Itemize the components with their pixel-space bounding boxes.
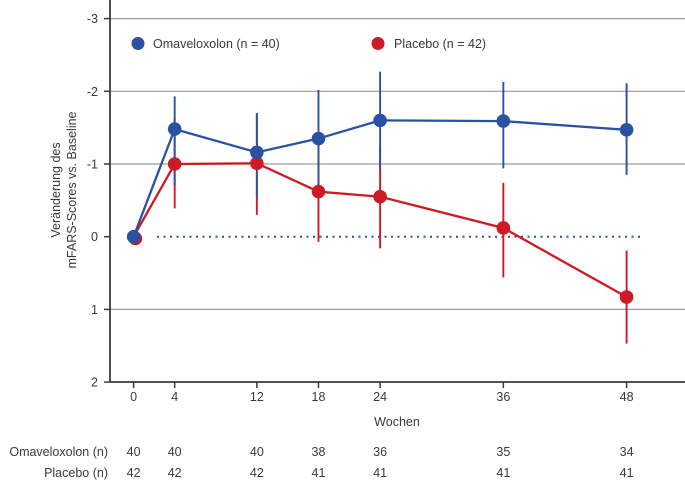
x-tick-label: 48	[620, 390, 634, 404]
y-tick-label: -3	[87, 12, 98, 26]
x-tick-label: 4	[171, 390, 178, 404]
table-values-layer: 40 40 40 38 36 35 34 42 42 42 41 41 41 41	[127, 445, 634, 480]
table-row-label-placebo: Placebo (n)	[44, 466, 108, 480]
table-value: 42	[127, 466, 141, 480]
table-value: 40	[250, 445, 264, 459]
x-tick-label: 18	[312, 390, 326, 404]
data-point-omaveloxolon	[496, 114, 511, 128]
x-tick-label: 0	[130, 390, 137, 404]
data-point-omaveloxolon	[619, 123, 634, 137]
table-value: 35	[496, 445, 510, 459]
legend-label-placebo: Placebo (n = 42)	[394, 37, 486, 51]
data-point-placebo	[311, 184, 326, 199]
table-row-label-omaveloxolon: Omaveloxolon (n)	[9, 445, 108, 459]
y-axis-title-line2: mFARS-Scores vs. Baseline	[65, 111, 79, 268]
data-point-placebo	[250, 156, 264, 171]
series-layer	[126, 71, 634, 344]
y-tick-label: 1	[91, 303, 98, 317]
legend-label-omaveloxolon: Omaveloxolon (n = 40)	[153, 37, 280, 51]
table-value: 36	[373, 445, 387, 459]
data-point-placebo	[619, 290, 634, 304]
table-value: 41	[373, 466, 387, 480]
y-tick-label: 0	[91, 230, 98, 244]
table-value: 38	[312, 445, 326, 459]
data-point-omaveloxolon	[373, 113, 387, 128]
y-tick-label: -1	[87, 158, 98, 172]
x-tick-label: 36	[496, 390, 510, 404]
table-value: 40	[168, 445, 182, 459]
table-value: 42	[168, 466, 182, 480]
data-point-placebo	[167, 157, 182, 171]
legend: Omaveloxolon (n = 40) Placebo (n = 42)	[131, 37, 486, 51]
table-value: 42	[250, 466, 264, 480]
table-value: 40	[127, 445, 141, 459]
data-point-omaveloxolon	[167, 122, 182, 136]
y-tick-label: -2	[87, 85, 98, 99]
x-tick-label: 12	[250, 390, 264, 404]
table-value: 34	[620, 445, 634, 459]
table-value: 41	[312, 466, 326, 480]
x-axis-title: Wochen	[374, 415, 420, 429]
table-value: 41	[620, 466, 634, 480]
data-point-omaveloxolon	[126, 229, 141, 244]
y-tick-label: 2	[91, 376, 98, 390]
data-point-omaveloxolon	[311, 131, 326, 146]
data-point-omaveloxolon	[250, 145, 264, 160]
table-value: 41	[496, 466, 510, 480]
legend-dot-placebo	[371, 37, 385, 50]
data-point-placebo	[373, 189, 387, 204]
data-point-placebo	[496, 221, 511, 235]
y-axis-title-line1: Veränderung des	[49, 142, 63, 237]
x-tick-label: 24	[373, 390, 387, 404]
legend-dot-omaveloxolon	[131, 37, 145, 50]
